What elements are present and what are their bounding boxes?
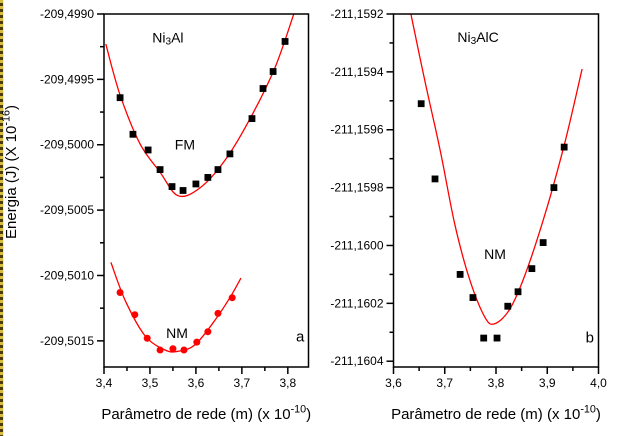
panel-a-plot: FM NM 3,4 3,5 3,6 3,7 3,8 -209,4990 -209,4995 -20…: [1, 7, 311, 423]
y-tick-label: -211,1598: [330, 181, 383, 195]
data-point-fm: [259, 85, 267, 92]
data-point-nm: [204, 328, 212, 336]
label-subscript: 3: [165, 36, 171, 47]
label-main: ): [3, 105, 20, 110]
data-point-nm: [480, 334, 488, 342]
label-main: Parâmetro de rede (m) (x 10: [101, 406, 290, 423]
x-tick-label: 3,7: [234, 376, 251, 390]
label-main: Parâmetro de rede (m) (x 10: [391, 406, 580, 423]
y-tick-label: -211,1594: [330, 65, 383, 79]
data-point-nm: [228, 294, 236, 302]
x-tick-label: 3,8: [488, 376, 505, 390]
y-tick-label: -211,1592: [330, 7, 383, 21]
y-tick-label: -211,1600: [330, 238, 383, 252]
label-main: ): [596, 406, 601, 423]
data-point-fm: [144, 146, 152, 154]
label-subscript: 3: [471, 35, 477, 46]
data-point-nm: [214, 309, 222, 317]
data-point-fm: [269, 68, 277, 75]
y-axis-title: Energia (J) (X 10-16): [1, 105, 20, 239]
data-point-nm: [193, 338, 201, 346]
panel-title-b: Ni3AlC: [457, 29, 498, 46]
fit-curve-fm-a: [105, 14, 295, 198]
x-axis-title-b: Parâmetro de rede (m) (x 10-10): [391, 404, 601, 423]
data-point-fm: [156, 166, 164, 173]
label-main: AlC: [476, 29, 499, 45]
data-point-nm: [156, 346, 164, 354]
label-superscript: -10: [580, 404, 596, 416]
data-point-nm: [560, 143, 568, 151]
data-point-nm: [469, 294, 477, 301]
x-tick-label: 3,8: [279, 376, 296, 390]
data-point-fm: [168, 183, 176, 190]
data-point-fm: [179, 187, 187, 194]
data-point-nm: [169, 345, 177, 353]
fit-curve-nm-b: [410, 14, 583, 325]
label-main: Al: [171, 30, 183, 46]
data-point-fm: [248, 115, 256, 122]
data-point-fm: [226, 150, 234, 158]
x-tick-label: 3,7: [436, 376, 453, 390]
fit-curve-nm-a: [110, 262, 242, 353]
y-tick-label: -209,4995: [40, 72, 94, 86]
data-point-nm: [143, 334, 151, 342]
y-tick-label: -211,1596: [330, 123, 383, 137]
series-label-nm: NM: [484, 246, 506, 262]
y-tick-label: -209,5015: [40, 334, 94, 348]
y-tick-label: -209,4990: [40, 7, 94, 21]
data-point-nm: [431, 175, 439, 183]
y-tick-label: -209,5005: [40, 203, 94, 217]
series-label-nm: NM: [166, 325, 188, 341]
x-tick-label: 4,0: [590, 376, 607, 390]
data-point-fm: [129, 130, 137, 138]
data-point-nm: [456, 271, 464, 278]
label-main: ): [306, 406, 311, 423]
series-label-fm: FM: [175, 137, 195, 153]
data-point-nm: [131, 311, 139, 319]
data-point-nm: [539, 239, 547, 246]
y-tick-label: -209,5010: [40, 268, 94, 282]
y-tick-label: -211,1602: [330, 296, 383, 310]
page-left-edge-decoration: [0, 0, 4, 436]
label-superscript: -16: [1, 110, 13, 126]
data-point-nm: [493, 334, 501, 342]
data-point-nm: [528, 265, 536, 273]
data-point-nm: [180, 346, 188, 354]
x-axis-title-a: Parâmetro de rede (m) (x 10-10): [101, 404, 311, 423]
data-point-fm: [204, 174, 212, 181]
data-point-nm: [417, 100, 425, 108]
panel-letter-a: a: [296, 328, 305, 345]
y-tick-label: -211,1604: [330, 354, 383, 368]
label-superscript: -10: [291, 404, 307, 416]
axes-frame-b: [392, 13, 600, 368]
label-main: Ni: [152, 30, 165, 46]
data-point-fm: [214, 166, 222, 173]
x-tick-label: 3,6: [385, 376, 402, 390]
data-point-fm: [281, 38, 289, 45]
data-point-nm: [550, 184, 558, 192]
x-tick-label: 3,5: [142, 376, 159, 390]
data-point-nm: [514, 288, 522, 296]
y-tick-label: -209,5000: [40, 138, 94, 152]
data-point-fm: [192, 180, 200, 188]
data-point-nm: [116, 288, 124, 296]
data-point-nm: [504, 302, 512, 310]
x-tick-label: 3,4: [96, 376, 113, 390]
data-point-fm: [116, 94, 124, 102]
label-main: Energia (J) (X 10: [3, 126, 20, 239]
x-tick-label: 3,6: [188, 376, 205, 390]
axes-frame-a: [103, 13, 310, 368]
panel-letter-b: b: [586, 330, 594, 347]
x-tick-label: 3,9: [539, 376, 556, 390]
panel-b-plot: NM 3,6 3,7 3,8 3,9 4,0 -211,1592 -211,1594 -211,…: [330, 7, 607, 423]
panel-title-a: Ni3Al: [152, 30, 183, 47]
label-main: Ni: [457, 29, 470, 45]
